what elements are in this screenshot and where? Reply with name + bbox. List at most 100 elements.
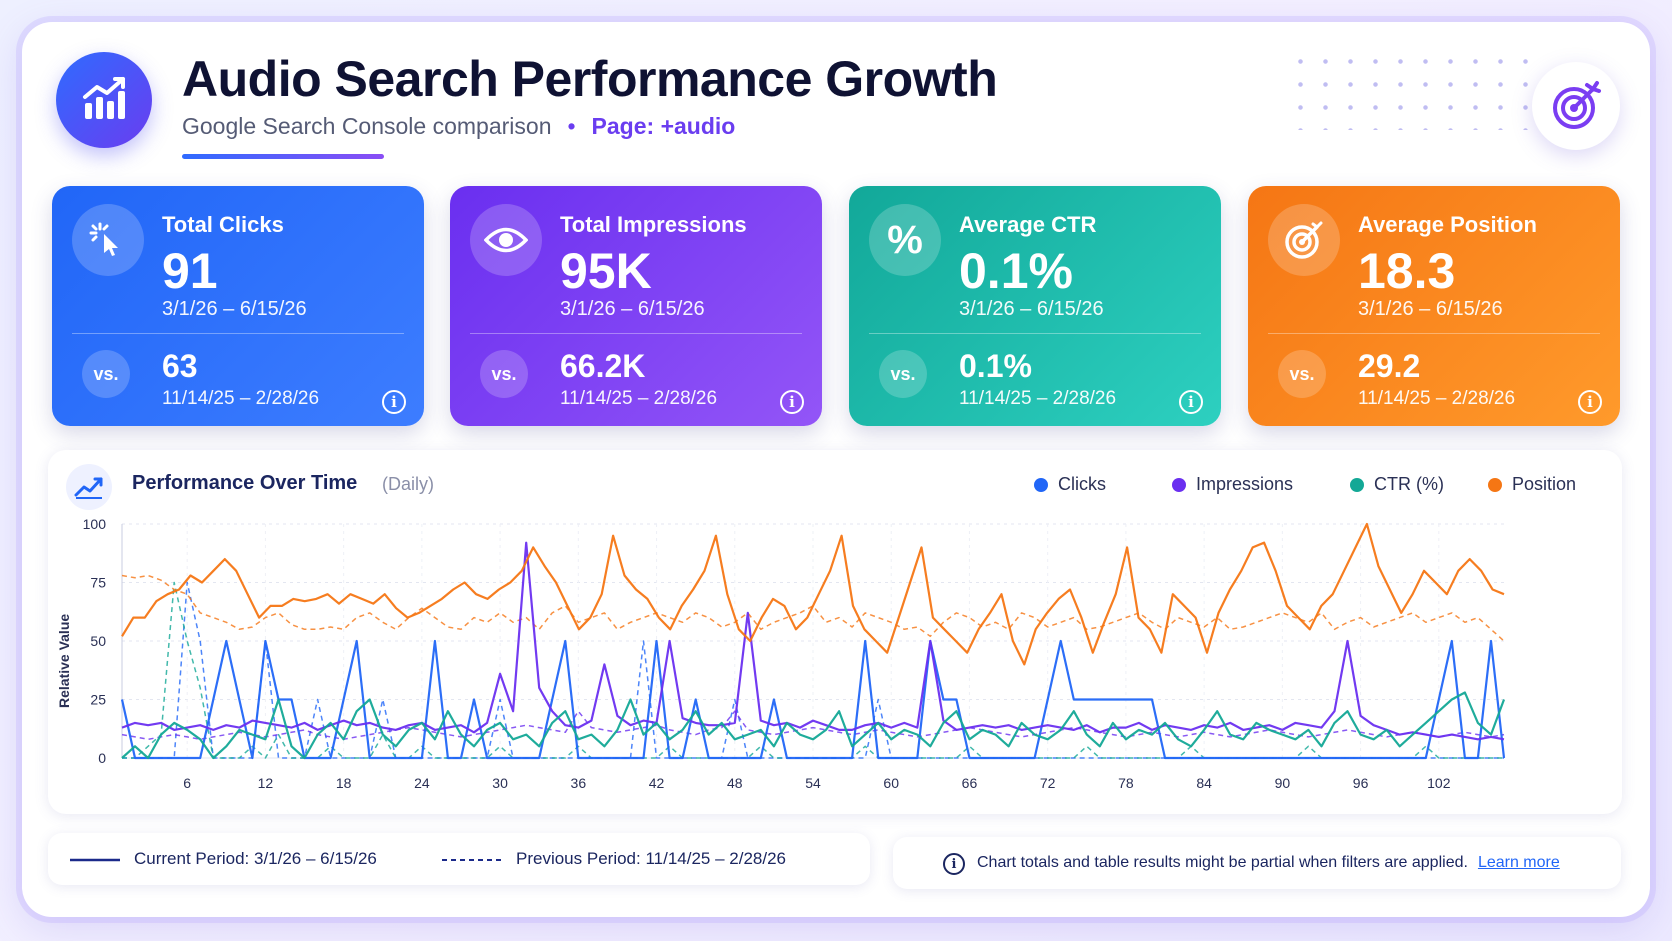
x-tick-label: 102 bbox=[1427, 775, 1451, 791]
card-label: Total Impressions bbox=[560, 212, 747, 237]
series-line-impressions-current bbox=[121, 541, 1505, 741]
series-line-ctr-current bbox=[121, 691, 1506, 760]
card-range: 3/1/26 – 6/15/26 bbox=[560, 298, 705, 320]
x-tick-label: 84 bbox=[1196, 775, 1212, 791]
total-impressions-card: Total Impressions 95K 3/1/26 – 6/15/26 v… bbox=[450, 186, 822, 426]
info-icon[interactable]: i bbox=[382, 390, 406, 414]
notice-text: Chart totals and table results might be … bbox=[977, 854, 1560, 872]
title-underline bbox=[182, 154, 384, 159]
info-icon: i bbox=[943, 853, 965, 875]
card-value: 91 bbox=[162, 243, 218, 299]
x-tick-label: 36 bbox=[571, 775, 587, 791]
x-tick-label: 24 bbox=[414, 775, 430, 791]
card-previous-value: 63 bbox=[162, 348, 198, 384]
x-tick-label: 12 bbox=[258, 775, 274, 791]
card-divider bbox=[869, 333, 1201, 334]
page-filter-label: Page: +audio bbox=[591, 113, 736, 139]
x-tick-label: 60 bbox=[883, 775, 899, 791]
x-tick-label: 90 bbox=[1275, 775, 1291, 791]
x-tick-label: 18 bbox=[336, 775, 352, 791]
x-tick-label: 48 bbox=[727, 775, 743, 791]
x-tick-label: 66 bbox=[962, 775, 978, 791]
legend-dot-impressions bbox=[1172, 477, 1186, 492]
cursor-click-icon bbox=[72, 204, 144, 276]
card-label: Total Clicks bbox=[162, 212, 284, 237]
card-value: 18.3 bbox=[1358, 243, 1456, 299]
series-line-position-previous bbox=[121, 574, 1505, 642]
info-icon[interactable]: i bbox=[1578, 390, 1602, 414]
chart-title: Performance Over Time bbox=[132, 472, 358, 494]
y-tick-label: 100 bbox=[83, 516, 107, 532]
card-previous-value: 66.2K bbox=[560, 348, 646, 384]
performance-chart-panel: Performance Over Time (Daily) Clicks Imp… bbox=[48, 450, 1622, 814]
dashed-line-swatch bbox=[442, 859, 502, 861]
card-previous-value: 0.1% bbox=[959, 348, 1032, 384]
legend-dot-clicks bbox=[1034, 477, 1048, 492]
legend-impressions[interactable]: Impressions bbox=[1172, 474, 1293, 495]
legend-clicks[interactable]: Clicks bbox=[1034, 474, 1106, 495]
legend-dot-ctr bbox=[1350, 477, 1364, 492]
target-icon bbox=[1268, 204, 1340, 276]
legend-position[interactable]: Position bbox=[1488, 474, 1576, 495]
card-divider bbox=[1268, 333, 1600, 334]
card-value: 0.1% bbox=[959, 243, 1073, 299]
card-previous-range: 11/14/25 – 2/28/26 bbox=[162, 388, 320, 409]
info-icon[interactable]: i bbox=[780, 390, 804, 414]
card-value: 95K bbox=[560, 243, 652, 299]
card-previous-range: 11/14/25 – 2/28/26 bbox=[1358, 388, 1516, 409]
solid-line-swatch bbox=[70, 858, 120, 862]
vs-badge: vs. bbox=[1278, 350, 1326, 398]
vs-badge: vs. bbox=[480, 350, 528, 398]
y-tick-label: 25 bbox=[90, 692, 106, 708]
learn-more-link[interactable]: Learn more bbox=[1477, 854, 1560, 871]
legend-dot-position bbox=[1488, 477, 1502, 492]
subtitle-text: Google Search Console comparison bbox=[182, 113, 552, 139]
current-period-label: Current Period: 3/1/26 – 6/15/26 bbox=[134, 849, 377, 868]
target-arrow-icon bbox=[1532, 62, 1620, 150]
total-clicks-card: Total Clicks 91 3/1/26 – 6/15/26 vs. 63 … bbox=[52, 186, 424, 426]
card-range: 3/1/26 – 6/15/26 bbox=[162, 298, 307, 320]
x-tick-label: 6 bbox=[183, 775, 191, 791]
page-subtitle: Google Search Console comparison • Page: +… bbox=[182, 113, 735, 140]
card-divider bbox=[72, 333, 404, 334]
card-previous-range: 11/14/25 – 2/28/26 bbox=[959, 388, 1117, 409]
legend-label: CTR (%) bbox=[1374, 474, 1444, 494]
percent-icon: % bbox=[869, 204, 941, 276]
legend-label: Clicks bbox=[1058, 474, 1106, 494]
bar-chart-growth-icon bbox=[56, 52, 152, 148]
chart-subtitle: (Daily) bbox=[382, 474, 434, 494]
page-title: Audio Search Performance Growth bbox=[182, 51, 998, 107]
y-tick-label: 50 bbox=[90, 633, 106, 649]
card-range: 3/1/26 – 6/15/26 bbox=[1358, 298, 1503, 320]
trend-line-icon bbox=[66, 464, 112, 510]
card-label: Average Position bbox=[1358, 212, 1537, 237]
average-ctr-card: % Average CTR 0.1% 3/1/26 – 6/15/26 vs. … bbox=[849, 186, 1221, 426]
legend-label: Impressions bbox=[1196, 474, 1294, 494]
series-line-clicks-current bbox=[120, 639, 1506, 760]
previous-period-label: Previous Period: 11/14/25 – 2/28/26 bbox=[516, 849, 786, 868]
line-chart: 0 25 50 75 100 6 12 18 24 30 36 42 48 54 60 66 72 78 84 90 9… bbox=[83, 516, 1506, 791]
vs-badge: vs. bbox=[82, 350, 130, 398]
y-tick-label: 75 bbox=[90, 575, 106, 591]
card-label: Average CTR bbox=[959, 212, 1097, 237]
y-tick-label: 0 bbox=[98, 750, 106, 766]
card-previous-value: 29.2 bbox=[1358, 348, 1421, 384]
series-line-position-current bbox=[121, 522, 1505, 666]
eye-icon bbox=[470, 204, 542, 276]
info-icon[interactable]: i bbox=[1179, 390, 1203, 414]
partial-data-notice: i Chart totals and table results might b… bbox=[893, 837, 1621, 889]
x-tick-label: 42 bbox=[649, 775, 665, 791]
vs-badge: vs. bbox=[879, 350, 927, 398]
series-line-clicks-previous bbox=[122, 581, 1504, 759]
x-tick-label: 72 bbox=[1040, 775, 1056, 791]
legend-ctr[interactable]: CTR (%) bbox=[1350, 474, 1444, 495]
card-range: 3/1/26 – 6/15/26 bbox=[959, 298, 1104, 320]
period-legend: Current Period: 3/1/26 – 6/15/26 Previou… bbox=[48, 833, 870, 885]
card-previous-range: 11/14/25 – 2/28/26 bbox=[560, 388, 718, 409]
card-divider bbox=[470, 333, 802, 334]
x-tick-label: 54 bbox=[805, 775, 821, 791]
x-tick-label: 30 bbox=[492, 775, 508, 791]
decorative-dot-grid bbox=[1288, 50, 1528, 130]
legend-label: Position bbox=[1512, 474, 1577, 494]
average-position-card: Average Position 18.3 3/1/26 – 6/15/26 v… bbox=[1248, 186, 1620, 426]
